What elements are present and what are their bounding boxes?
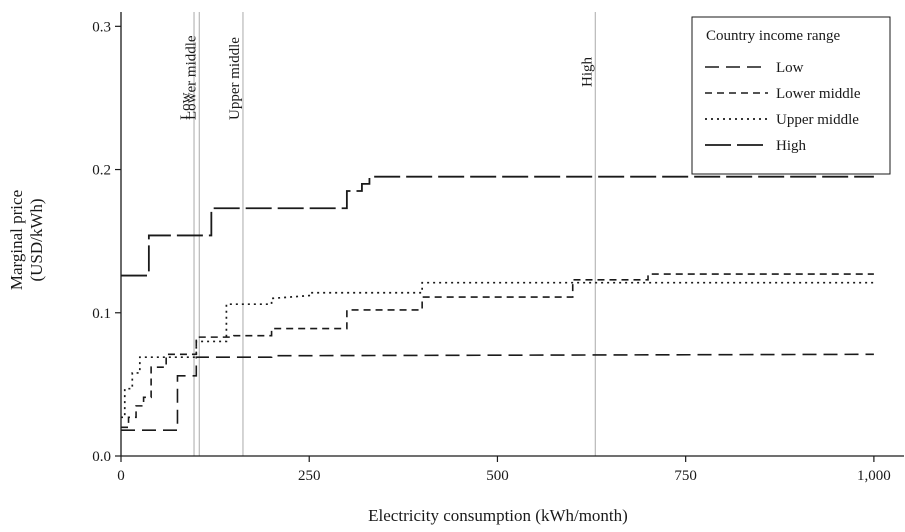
- series-line-2: [121, 281, 874, 419]
- legend-title: Country income range: [706, 28, 840, 44]
- series-line-1: [121, 273, 874, 429]
- threshold-label-0: Low: [178, 92, 194, 120]
- legend: Country income range Low Lower middle Uppe…: [691, 16, 891, 175]
- legend-label-2: Upper middle: [776, 112, 859, 128]
- legend-label-1: Lower middle: [776, 86, 861, 102]
- y-axis-label: Marginal price (USD/kWh): [7, 190, 46, 290]
- x-tick-label-4: 1,000: [857, 468, 891, 484]
- threshold-label-2: Upper middle: [227, 37, 243, 120]
- y-axis-label-line1: Marginal price: [7, 190, 26, 290]
- y-tick-label-0: 0.0: [92, 449, 111, 465]
- x-axis-label: Electricity consumption (kWh/month): [368, 506, 628, 525]
- y-tick-label-1: 0.1: [92, 306, 111, 322]
- y-tick-label-2: 0.2: [92, 163, 111, 179]
- x-tick-label-2: 500: [486, 468, 509, 484]
- legend-label-0: Low: [776, 60, 804, 76]
- x-tick-label-1: 250: [298, 468, 321, 484]
- x-tick-label-3: 750: [674, 468, 697, 484]
- series-layer: [121, 175, 874, 432]
- series-line-0: [121, 353, 874, 432]
- threshold-label-3: High: [579, 57, 595, 88]
- y-axis-label-line2: (USD/kWh): [27, 198, 46, 281]
- legend-items: Low Lower middle Upper middle High: [705, 60, 861, 154]
- legend-box: [691, 16, 891, 175]
- series-line-3: [121, 175, 874, 277]
- axes: [120, 12, 904, 457]
- threshold-label-1: Lower middle: [183, 35, 199, 120]
- ticks: 0 250 500 750 1,000 0.0 0.1 0.2 0.3: [92, 19, 891, 484]
- y-tick-label-3: 0.3: [92, 19, 111, 35]
- income-threshold-lines: [193, 12, 596, 456]
- legend-label-3: High: [776, 138, 807, 154]
- x-tick-label-0: 0: [117, 468, 125, 484]
